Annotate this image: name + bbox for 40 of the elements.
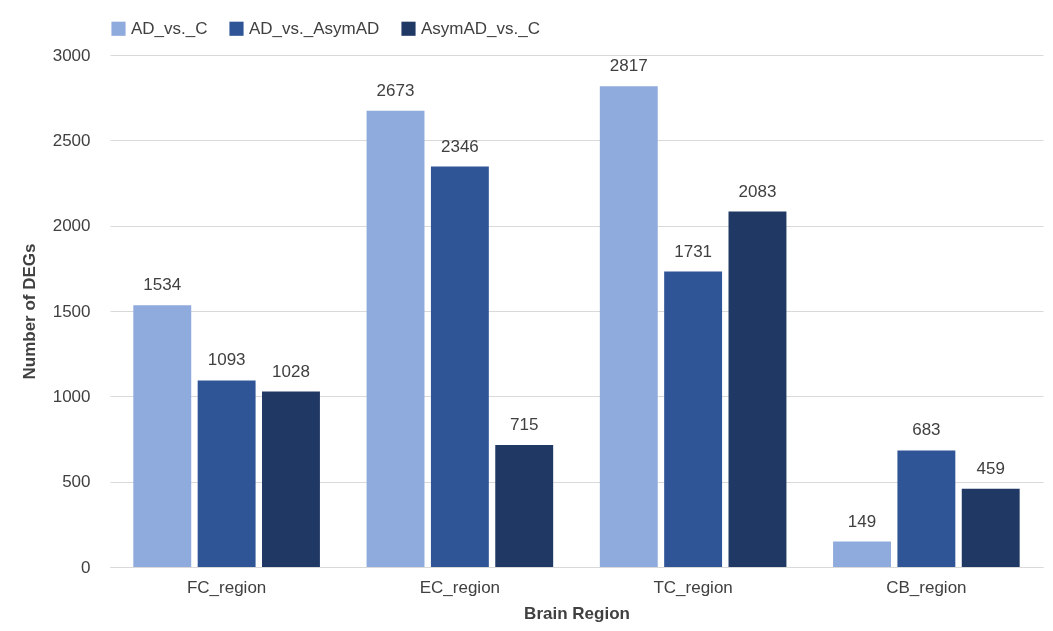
bar bbox=[833, 541, 891, 567]
data-label: 2817 bbox=[609, 56, 648, 76]
bar bbox=[664, 271, 723, 567]
bar bbox=[133, 305, 192, 567]
bar bbox=[897, 450, 956, 567]
x-tick-label: TC_region bbox=[653, 577, 733, 597]
data-label: 1028 bbox=[272, 361, 310, 381]
x-axis-title: Brain Region bbox=[524, 603, 630, 623]
x-tick-label: EC_region bbox=[419, 577, 501, 597]
bar bbox=[262, 391, 320, 567]
data-label: 1534 bbox=[143, 275, 182, 295]
legend-label: AD_vs._AsymAD bbox=[249, 18, 380, 38]
data-label: 1093 bbox=[207, 350, 246, 370]
bar bbox=[430, 166, 489, 567]
y-tick-label: 2000 bbox=[52, 216, 91, 236]
bar bbox=[728, 211, 787, 567]
data-label: 149 bbox=[847, 511, 877, 531]
data-label: 715 bbox=[510, 414, 539, 434]
bar bbox=[599, 86, 658, 567]
x-tick-label: CB_region bbox=[886, 577, 967, 597]
y-tick-label: 500 bbox=[62, 472, 91, 492]
bar bbox=[495, 444, 554, 567]
y-tick-label: 2500 bbox=[52, 130, 91, 150]
y-tick-label: 1000 bbox=[52, 386, 91, 406]
legend-label: AD_vs._C bbox=[131, 18, 208, 38]
y-tick-label: 0 bbox=[81, 557, 91, 577]
data-label: 2346 bbox=[440, 136, 479, 156]
bar bbox=[366, 110, 425, 567]
data-label: 2673 bbox=[376, 80, 415, 100]
data-label: 683 bbox=[912, 420, 941, 440]
bar bbox=[961, 488, 1020, 567]
data-label: 459 bbox=[976, 458, 1005, 478]
y-tick-label: 3000 bbox=[52, 45, 91, 65]
data-label: 2083 bbox=[738, 181, 777, 201]
bar bbox=[197, 380, 256, 567]
y-axis-title: Number of DEGs bbox=[19, 243, 39, 380]
legend-label: AsymAD_vs._C bbox=[421, 18, 541, 38]
x-tick-label: FC_region bbox=[186, 577, 267, 597]
data-label: 1731 bbox=[674, 241, 713, 261]
y-tick-label: 1500 bbox=[52, 301, 91, 321]
